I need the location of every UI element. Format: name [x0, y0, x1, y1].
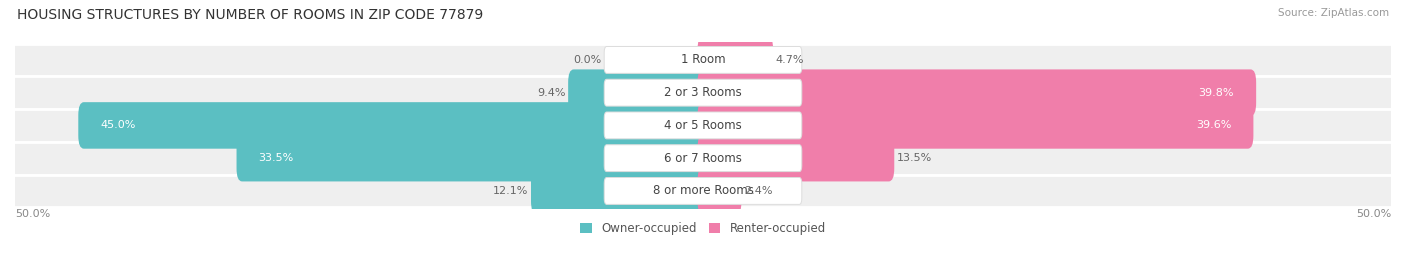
FancyBboxPatch shape	[697, 168, 741, 214]
Text: 2.4%: 2.4%	[744, 186, 773, 196]
Text: 12.1%: 12.1%	[494, 186, 529, 196]
Text: 1 Room: 1 Room	[681, 54, 725, 66]
Text: 4 or 5 Rooms: 4 or 5 Rooms	[664, 119, 742, 132]
FancyBboxPatch shape	[697, 37, 773, 83]
FancyBboxPatch shape	[0, 175, 1406, 207]
Text: Source: ZipAtlas.com: Source: ZipAtlas.com	[1278, 8, 1389, 18]
FancyBboxPatch shape	[0, 142, 1406, 175]
FancyBboxPatch shape	[0, 109, 1406, 142]
FancyBboxPatch shape	[605, 47, 801, 73]
Text: 4.7%: 4.7%	[776, 55, 804, 65]
Text: 13.5%: 13.5%	[897, 153, 932, 163]
Text: 0.0%: 0.0%	[572, 55, 602, 65]
FancyBboxPatch shape	[0, 44, 1406, 76]
FancyBboxPatch shape	[605, 145, 801, 172]
Text: 45.0%: 45.0%	[100, 121, 136, 130]
FancyBboxPatch shape	[697, 69, 1256, 116]
Text: 33.5%: 33.5%	[259, 153, 294, 163]
FancyBboxPatch shape	[605, 112, 801, 139]
Text: HOUSING STRUCTURES BY NUMBER OF ROOMS IN ZIP CODE 77879: HOUSING STRUCTURES BY NUMBER OF ROOMS IN…	[17, 8, 484, 22]
Text: 9.4%: 9.4%	[537, 88, 565, 98]
Text: 50.0%: 50.0%	[1355, 209, 1391, 219]
FancyBboxPatch shape	[568, 69, 709, 116]
FancyBboxPatch shape	[0, 76, 1406, 109]
FancyBboxPatch shape	[531, 168, 709, 214]
Text: 39.6%: 39.6%	[1197, 121, 1232, 130]
Text: 8 or more Rooms: 8 or more Rooms	[652, 185, 754, 197]
FancyBboxPatch shape	[605, 178, 801, 204]
FancyBboxPatch shape	[697, 102, 1253, 149]
Text: 50.0%: 50.0%	[15, 209, 51, 219]
FancyBboxPatch shape	[605, 79, 801, 106]
FancyBboxPatch shape	[79, 102, 709, 149]
Text: 6 or 7 Rooms: 6 or 7 Rooms	[664, 152, 742, 165]
Legend: Owner-occupied, Renter-occupied: Owner-occupied, Renter-occupied	[575, 217, 831, 240]
FancyBboxPatch shape	[697, 135, 894, 181]
FancyBboxPatch shape	[236, 135, 709, 181]
Text: 2 or 3 Rooms: 2 or 3 Rooms	[664, 86, 742, 99]
Text: 39.8%: 39.8%	[1199, 88, 1234, 98]
